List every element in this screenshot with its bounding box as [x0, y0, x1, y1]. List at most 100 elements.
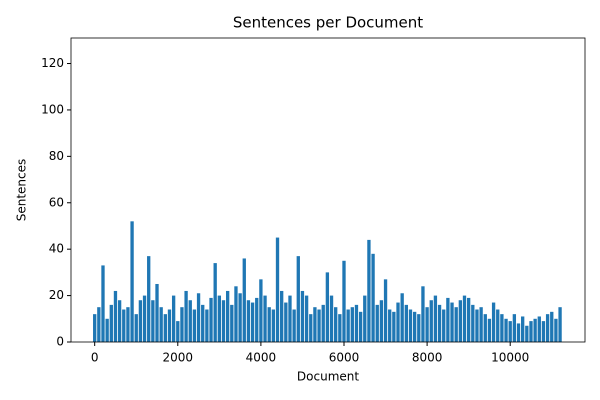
bar [155, 283, 159, 342]
bar [487, 318, 492, 342]
bar [346, 309, 350, 342]
bar [446, 297, 450, 342]
bar [404, 304, 408, 342]
bar [171, 295, 176, 342]
bar [292, 309, 296, 342]
bar [442, 309, 446, 342]
bar [97, 307, 101, 342]
bar [196, 293, 201, 342]
bar [238, 293, 242, 342]
bar [180, 307, 184, 342]
bar [317, 309, 321, 342]
bar [304, 295, 309, 342]
bar [437, 304, 442, 342]
bar [122, 309, 126, 342]
bar [479, 307, 483, 342]
bar [105, 318, 109, 342]
bar [217, 295, 222, 342]
x-tick-label: 8000 [412, 351, 443, 365]
y-tick-label: 120 [41, 56, 64, 70]
bar [225, 290, 230, 342]
bar [126, 307, 130, 342]
bar [109, 304, 113, 342]
bar [537, 316, 541, 342]
bar [533, 318, 537, 342]
bar [255, 297, 259, 342]
bar [163, 314, 167, 342]
bar [363, 295, 367, 342]
bar [400, 293, 404, 342]
bar [525, 325, 529, 342]
bar [504, 318, 508, 342]
y-tick-label: 60 [49, 195, 64, 209]
bar [288, 295, 292, 342]
bar [209, 297, 213, 342]
y-axis-label: Sentences [15, 159, 29, 222]
bar [321, 304, 325, 342]
bar [296, 256, 300, 342]
bar [188, 300, 192, 342]
plot-frame [70, 37, 586, 343]
bar [134, 314, 138, 342]
bar [375, 304, 379, 342]
x-tick-label: 4000 [246, 351, 277, 365]
bar [325, 272, 330, 342]
bar [462, 295, 467, 342]
bar [184, 290, 188, 342]
bar [512, 314, 517, 342]
bar [450, 302, 454, 342]
bar [113, 290, 118, 342]
bar [379, 300, 384, 342]
bar [242, 258, 246, 342]
bar [213, 263, 217, 342]
y-tick-label: 40 [49, 242, 64, 256]
bar [475, 309, 479, 342]
bar [280, 290, 284, 342]
bar [275, 237, 280, 342]
bar [93, 314, 97, 342]
bar [263, 295, 267, 342]
bar [425, 307, 429, 342]
bar [101, 265, 105, 342]
bar [392, 311, 396, 342]
bar [388, 309, 392, 342]
bar [338, 314, 342, 342]
bar [284, 302, 288, 342]
bar [396, 302, 400, 342]
bar [417, 314, 421, 342]
bar [408, 309, 413, 342]
bar [500, 314, 504, 342]
bar [541, 321, 546, 342]
bar [358, 311, 363, 342]
y-tick-label: 100 [41, 102, 64, 116]
bar [558, 307, 562, 342]
y-tick-label: 80 [49, 149, 64, 163]
bar [138, 300, 143, 342]
bar [383, 279, 388, 342]
bar [259, 279, 263, 342]
y-tick-label: 0 [56, 335, 64, 349]
bar [458, 300, 463, 342]
bar [250, 302, 255, 342]
chart-title: Sentences per Document [233, 14, 423, 32]
x-tick-label: 2000 [163, 351, 194, 365]
bar [521, 316, 525, 342]
bar [367, 239, 371, 342]
bar [334, 307, 338, 342]
bar [491, 302, 496, 342]
bar [412, 311, 417, 342]
bar [230, 304, 234, 342]
x-tick-label: 10000 [491, 351, 529, 365]
bar [529, 321, 533, 342]
bar [201, 304, 205, 342]
bar [329, 295, 334, 342]
bar [142, 295, 147, 342]
bar [508, 321, 512, 342]
bar [496, 309, 500, 342]
bar [130, 221, 134, 342]
bar [454, 307, 458, 342]
bar [471, 304, 475, 342]
x-tick-label: 6000 [329, 351, 360, 365]
bar [554, 318, 558, 342]
